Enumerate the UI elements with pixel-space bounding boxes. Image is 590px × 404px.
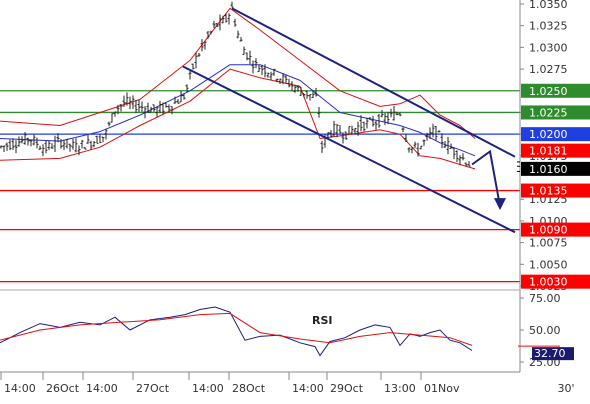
price-tick-label: 1.0275 <box>529 63 568 76</box>
rsi-signal-line <box>0 312 473 346</box>
price-tick-label: 1.0050 <box>529 258 568 271</box>
price-tick-label: 1.0300 <box>529 41 568 54</box>
x-tick-label: 29Oct <box>330 382 364 395</box>
x-tick-label: 13:00 <box>384 382 416 395</box>
current-price-label-text: 1.0160 <box>529 163 568 176</box>
x-tick-label: 26Oct <box>46 382 80 395</box>
price-tick-label: 1.0325 <box>529 20 568 33</box>
level-label-1.0135-box <box>521 183 590 198</box>
x-tick-label: 14:00 <box>292 382 324 395</box>
level-label-1.0225-text: 1.0225 <box>529 106 568 119</box>
level-label-1.0250-box <box>521 83 590 98</box>
level-label-1.0200-text: 1.0200 <box>529 128 568 141</box>
forecast-path <box>471 149 501 207</box>
upper-bollinger-band <box>0 7 476 139</box>
level-label-1.0225-box <box>521 105 590 120</box>
level-label-1.0030-text: 1.0030 <box>529 276 568 289</box>
price-axis-background <box>520 0 590 400</box>
price-tick-label: 1.0075 <box>529 237 568 250</box>
rsi-line <box>0 306 473 357</box>
forecast-arrowhead <box>494 198 506 211</box>
x-tick-label: 01Nov <box>424 382 460 395</box>
moving-average-line <box>0 64 476 157</box>
x-tick-label: 28Oct <box>232 382 266 395</box>
current-price-label-box <box>521 161 590 176</box>
level-label-1.0030-box <box>521 274 590 289</box>
rsi-title: RSI <box>312 314 333 327</box>
level-label-1.0200-box <box>521 127 590 142</box>
level-label-1.0090-text: 1.0090 <box>529 224 568 237</box>
time-scale-label: 30' <box>557 382 574 395</box>
rsi-current-box <box>532 347 574 361</box>
level-label-1.0181-text: 1.0181 <box>529 145 568 158</box>
x-tick-label: 14:00 <box>4 382 36 395</box>
x-tick-label: 27Oct <box>136 382 170 395</box>
level-label-1.0135-text: 1.0135 <box>529 185 568 198</box>
channel-line-upper <box>231 7 516 158</box>
level-label-1.0090-box <box>521 222 590 237</box>
x-tick-label: 14:00 <box>86 382 118 395</box>
rsi-tick-label: 75.00 <box>529 292 561 305</box>
price-tick-label: 1.0350 <box>529 0 568 11</box>
x-tick-label: 14:00 <box>192 382 224 395</box>
level-label-1.0181-box <box>521 143 590 158</box>
rsi-current-value: 32.70 <box>534 347 566 360</box>
channel-line-lower <box>182 65 516 234</box>
rsi-tick-label: 50.00 <box>529 324 561 337</box>
lower-bollinger-band <box>0 68 476 170</box>
level-label-1.0250-text: 1.0250 <box>529 85 568 98</box>
